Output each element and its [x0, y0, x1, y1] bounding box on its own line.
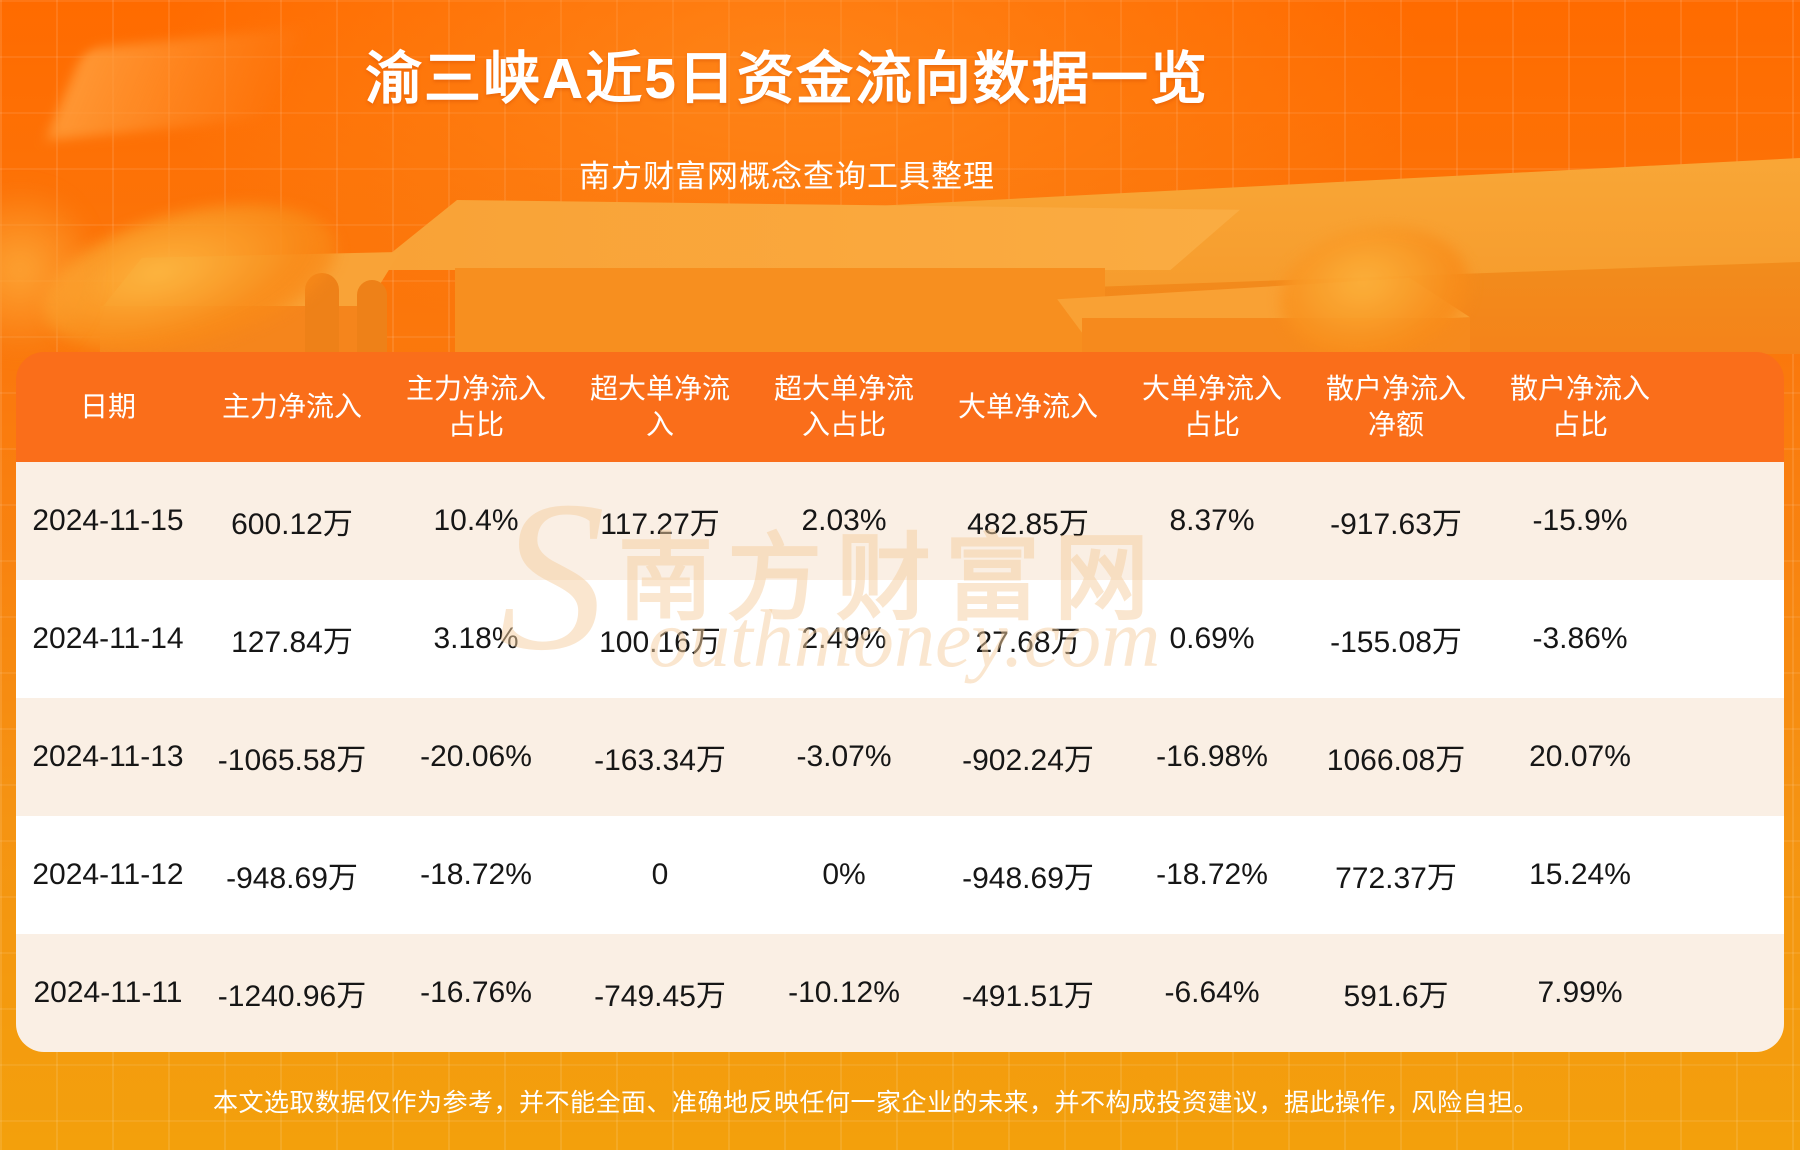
- cell-large-order-net-inflow-pct: -6.64%: [1164, 976, 1260, 1009]
- podium-arch-decoration: [357, 280, 387, 354]
- podium-right-front-face: [1082, 318, 1470, 354]
- fund-flow-table: 日期 主力净流入 主力净流入 占比 超大单净流 入 超大单净流 入占比 大单净流…: [16, 352, 1784, 1052]
- header-cell-xl-order-net-inflow: 超大单净流 入: [589, 372, 730, 440]
- table-header-row: 日期 主力净流入 主力净流入 占比 超大单净流 入 超大单净流 入占比 大单净流…: [16, 352, 1784, 462]
- cell-main-net-inflow: -1240.96万: [217, 980, 367, 1013]
- cell-retail-net-inflow-pct: -15.9%: [1532, 504, 1628, 537]
- cell-large-order-net-inflow-pct: -16.98%: [1156, 740, 1268, 773]
- header-cell-main-net-inflow-pct: 主力净流入 占比: [405, 372, 546, 440]
- cell-retail-net-inflow-pct: 20.07%: [1529, 740, 1631, 773]
- podium-center-front-face: [455, 268, 1105, 354]
- cell-large-order-net-inflow: -902.24万: [962, 744, 1094, 777]
- cell-xl-order-net-inflow: 100.16万: [599, 626, 721, 659]
- podium-back-right-front-face: [755, 262, 1800, 354]
- podium-center-top-face: [370, 200, 1240, 270]
- cell-large-order-net-inflow: 27.68万: [975, 626, 1081, 659]
- cell-main-net-inflow: 600.12万: [231, 508, 353, 541]
- cell-large-order-net-inflow: -948.69万: [962, 862, 1094, 895]
- cell-main-net-inflow-pct: -18.72%: [420, 858, 532, 891]
- disclaimer-text: 本文选取数据仅作为参考，并不能全面、准确地反映任何一家企业的未来，并不构成投资建…: [212, 1089, 1540, 1117]
- light-blob-decoration: [0, 180, 90, 360]
- gold-coin-decoration-left: [28, 177, 352, 379]
- cell-large-order-net-inflow-pct: 0.69%: [1169, 622, 1255, 655]
- cell-retail-net-inflow: 591.6万: [1343, 980, 1449, 1013]
- cell-xl-order-net-inflow: 117.27万: [600, 508, 720, 541]
- cell-xl-order-net-inflow-pct: -10.12%: [788, 976, 900, 1009]
- header-cell-retail-net-inflow: 散户净流入 净额: [1325, 372, 1466, 440]
- podium-right-top-face: [1057, 278, 1470, 334]
- cell-main-net-inflow-pct: -20.06%: [420, 740, 532, 773]
- cell-date: 2024-11-14: [32, 622, 184, 655]
- cell-large-order-net-inflow: 482.85万: [967, 508, 1089, 541]
- cell-main-net-inflow-pct: 10.4%: [433, 504, 519, 537]
- cell-retail-net-inflow-pct: 7.99%: [1537, 976, 1623, 1009]
- podium-left-top-face: [100, 252, 400, 310]
- cell-xl-order-net-inflow-pct: 2.03%: [801, 504, 887, 537]
- cell-xl-order-net-inflow-pct: 2.49%: [801, 622, 887, 655]
- gold-coin-decoration-right: [1270, 212, 1480, 374]
- cell-retail-net-inflow: 772.37万: [1335, 862, 1457, 895]
- header-cell-main-net-inflow: 主力净流入: [221, 390, 362, 422]
- table-row: 2024-11-15 600.12万 10.4% 117.27万 2.03% 4…: [16, 462, 1784, 580]
- cell-date: 2024-11-12: [32, 858, 184, 891]
- cell-main-net-inflow-pct: -16.76%: [420, 976, 532, 1009]
- cell-retail-net-inflow: 1066.08万: [1326, 744, 1466, 777]
- header-cell-date: 日期: [79, 390, 136, 422]
- cell-large-order-net-inflow-pct: 8.37%: [1169, 504, 1255, 537]
- cell-xl-order-net-inflow-pct: -3.07%: [796, 740, 892, 773]
- header-cell-retail-net-inflow-pct: 散户净流入 占比: [1509, 372, 1650, 440]
- footer-band: 本文选取数据仅作为参考，并不能全面、准确地反映任何一家企业的未来，并不构成投资建…: [0, 1052, 1800, 1150]
- cell-retail-net-inflow-pct: -3.86%: [1532, 622, 1628, 655]
- cell-retail-net-inflow: -917.63万: [1330, 508, 1462, 541]
- cell-main-net-inflow: 127.84万: [231, 626, 353, 659]
- header-cell-large-order-net-inflow: 大单净流入: [957, 390, 1098, 422]
- cell-main-net-inflow: -1065.58万: [217, 744, 367, 777]
- podium-left-front-face: [100, 306, 364, 354]
- podium-arch-decoration: [305, 273, 339, 354]
- cell-large-order-net-inflow-pct: -18.72%: [1156, 858, 1268, 891]
- cell-main-net-inflow: -948.69万: [226, 862, 358, 895]
- page-title: 渝三峡A近5日资金流向数据一览: [365, 47, 1209, 111]
- page-subtitle: 南方财富网概念查询工具整理: [579, 158, 995, 194]
- cell-retail-net-inflow-pct: 15.24%: [1529, 858, 1631, 891]
- header-cell-xl-order-net-inflow-pct: 超大单净流 入占比: [773, 372, 914, 440]
- cell-date: 2024-11-11: [33, 976, 183, 1009]
- cell-date: 2024-11-13: [32, 740, 184, 773]
- cell-main-net-inflow-pct: 3.18%: [433, 622, 519, 655]
- header-cell-large-order-net-inflow-pct: 大单净流入 占比: [1141, 372, 1282, 440]
- table-row: 2024-11-11 -1240.96万 -16.76% -749.45万 -1…: [16, 934, 1784, 1052]
- table-body: 2024-11-15 600.12万 10.4% 117.27万 2.03% 4…: [16, 462, 1784, 1052]
- headline-block: 渝三峡A近5日资金流向数据一览 南方财富网概念查询工具整理: [137, 0, 1437, 196]
- cell-xl-order-net-inflow: 0: [651, 858, 669, 891]
- table-row: 2024-11-12 -948.69万 -18.72% 0 0% -948.69…: [16, 816, 1784, 934]
- cell-retail-net-inflow: -155.08万: [1330, 626, 1462, 659]
- table-row: 2024-11-13 -1065.58万 -20.06% -163.34万 -3…: [16, 698, 1784, 816]
- cell-xl-order-net-inflow: -749.45万: [594, 980, 726, 1013]
- cell-xl-order-net-inflow: -163.34万: [594, 744, 726, 777]
- table-row: 2024-11-14 127.84万 3.18% 100.16万 2.49% 2…: [16, 580, 1784, 698]
- cell-large-order-net-inflow: -491.51万: [962, 980, 1094, 1013]
- cell-date: 2024-11-15: [32, 504, 184, 537]
- cell-xl-order-net-inflow-pct: 0%: [822, 858, 866, 891]
